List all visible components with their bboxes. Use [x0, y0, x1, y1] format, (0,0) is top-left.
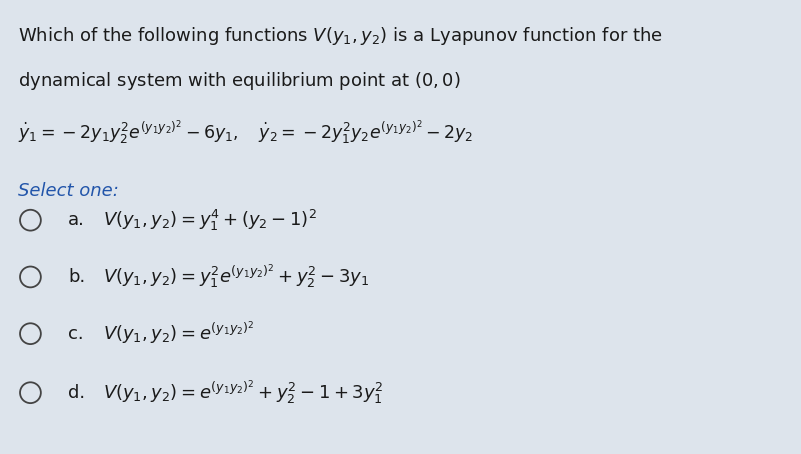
- Text: c.: c.: [68, 325, 84, 343]
- Text: Select one:: Select one:: [18, 182, 119, 200]
- Text: $V(y_1, y_2) = y_1^2 e^{(y_1 y_2)^2} + y_2^2 - 3y_1$: $V(y_1, y_2) = y_1^2 e^{(y_1 y_2)^2} + y…: [103, 263, 368, 291]
- Text: $V(y_1, y_2) = e^{(y_1 y_2)^2} + y_2^2 - 1 + 3y_1^2$: $V(y_1, y_2) = e^{(y_1 y_2)^2} + y_2^2 -…: [103, 379, 383, 407]
- Text: Which of the following functions $V(y_1, y_2)$ is a Lyapunov function for the: Which of the following functions $V(y_1,…: [18, 25, 662, 47]
- Text: b.: b.: [68, 268, 86, 286]
- Text: $V(y_1, y_2) = y_1^4 + (y_2 - 1)^2$: $V(y_1, y_2) = y_1^4 + (y_2 - 1)^2$: [103, 207, 316, 233]
- Text: dynamical system with equilibrium point at $(0, 0)$: dynamical system with equilibrium point …: [18, 70, 461, 92]
- Text: $\dot{y}_1 = -2y_1 y_2^2 e^{(y_1 y_2)^2} - 6y_1, \quad \dot{y}_2 = -2y_1^2 y_2 e: $\dot{y}_1 = -2y_1 y_2^2 e^{(y_1 y_2)^2}…: [18, 118, 473, 147]
- Text: a.: a.: [68, 211, 85, 229]
- Text: d.: d.: [68, 384, 85, 402]
- Text: $V(y_1, y_2) = e^{(y_1 y_2)^2}$: $V(y_1, y_2) = e^{(y_1 y_2)^2}$: [103, 320, 254, 347]
